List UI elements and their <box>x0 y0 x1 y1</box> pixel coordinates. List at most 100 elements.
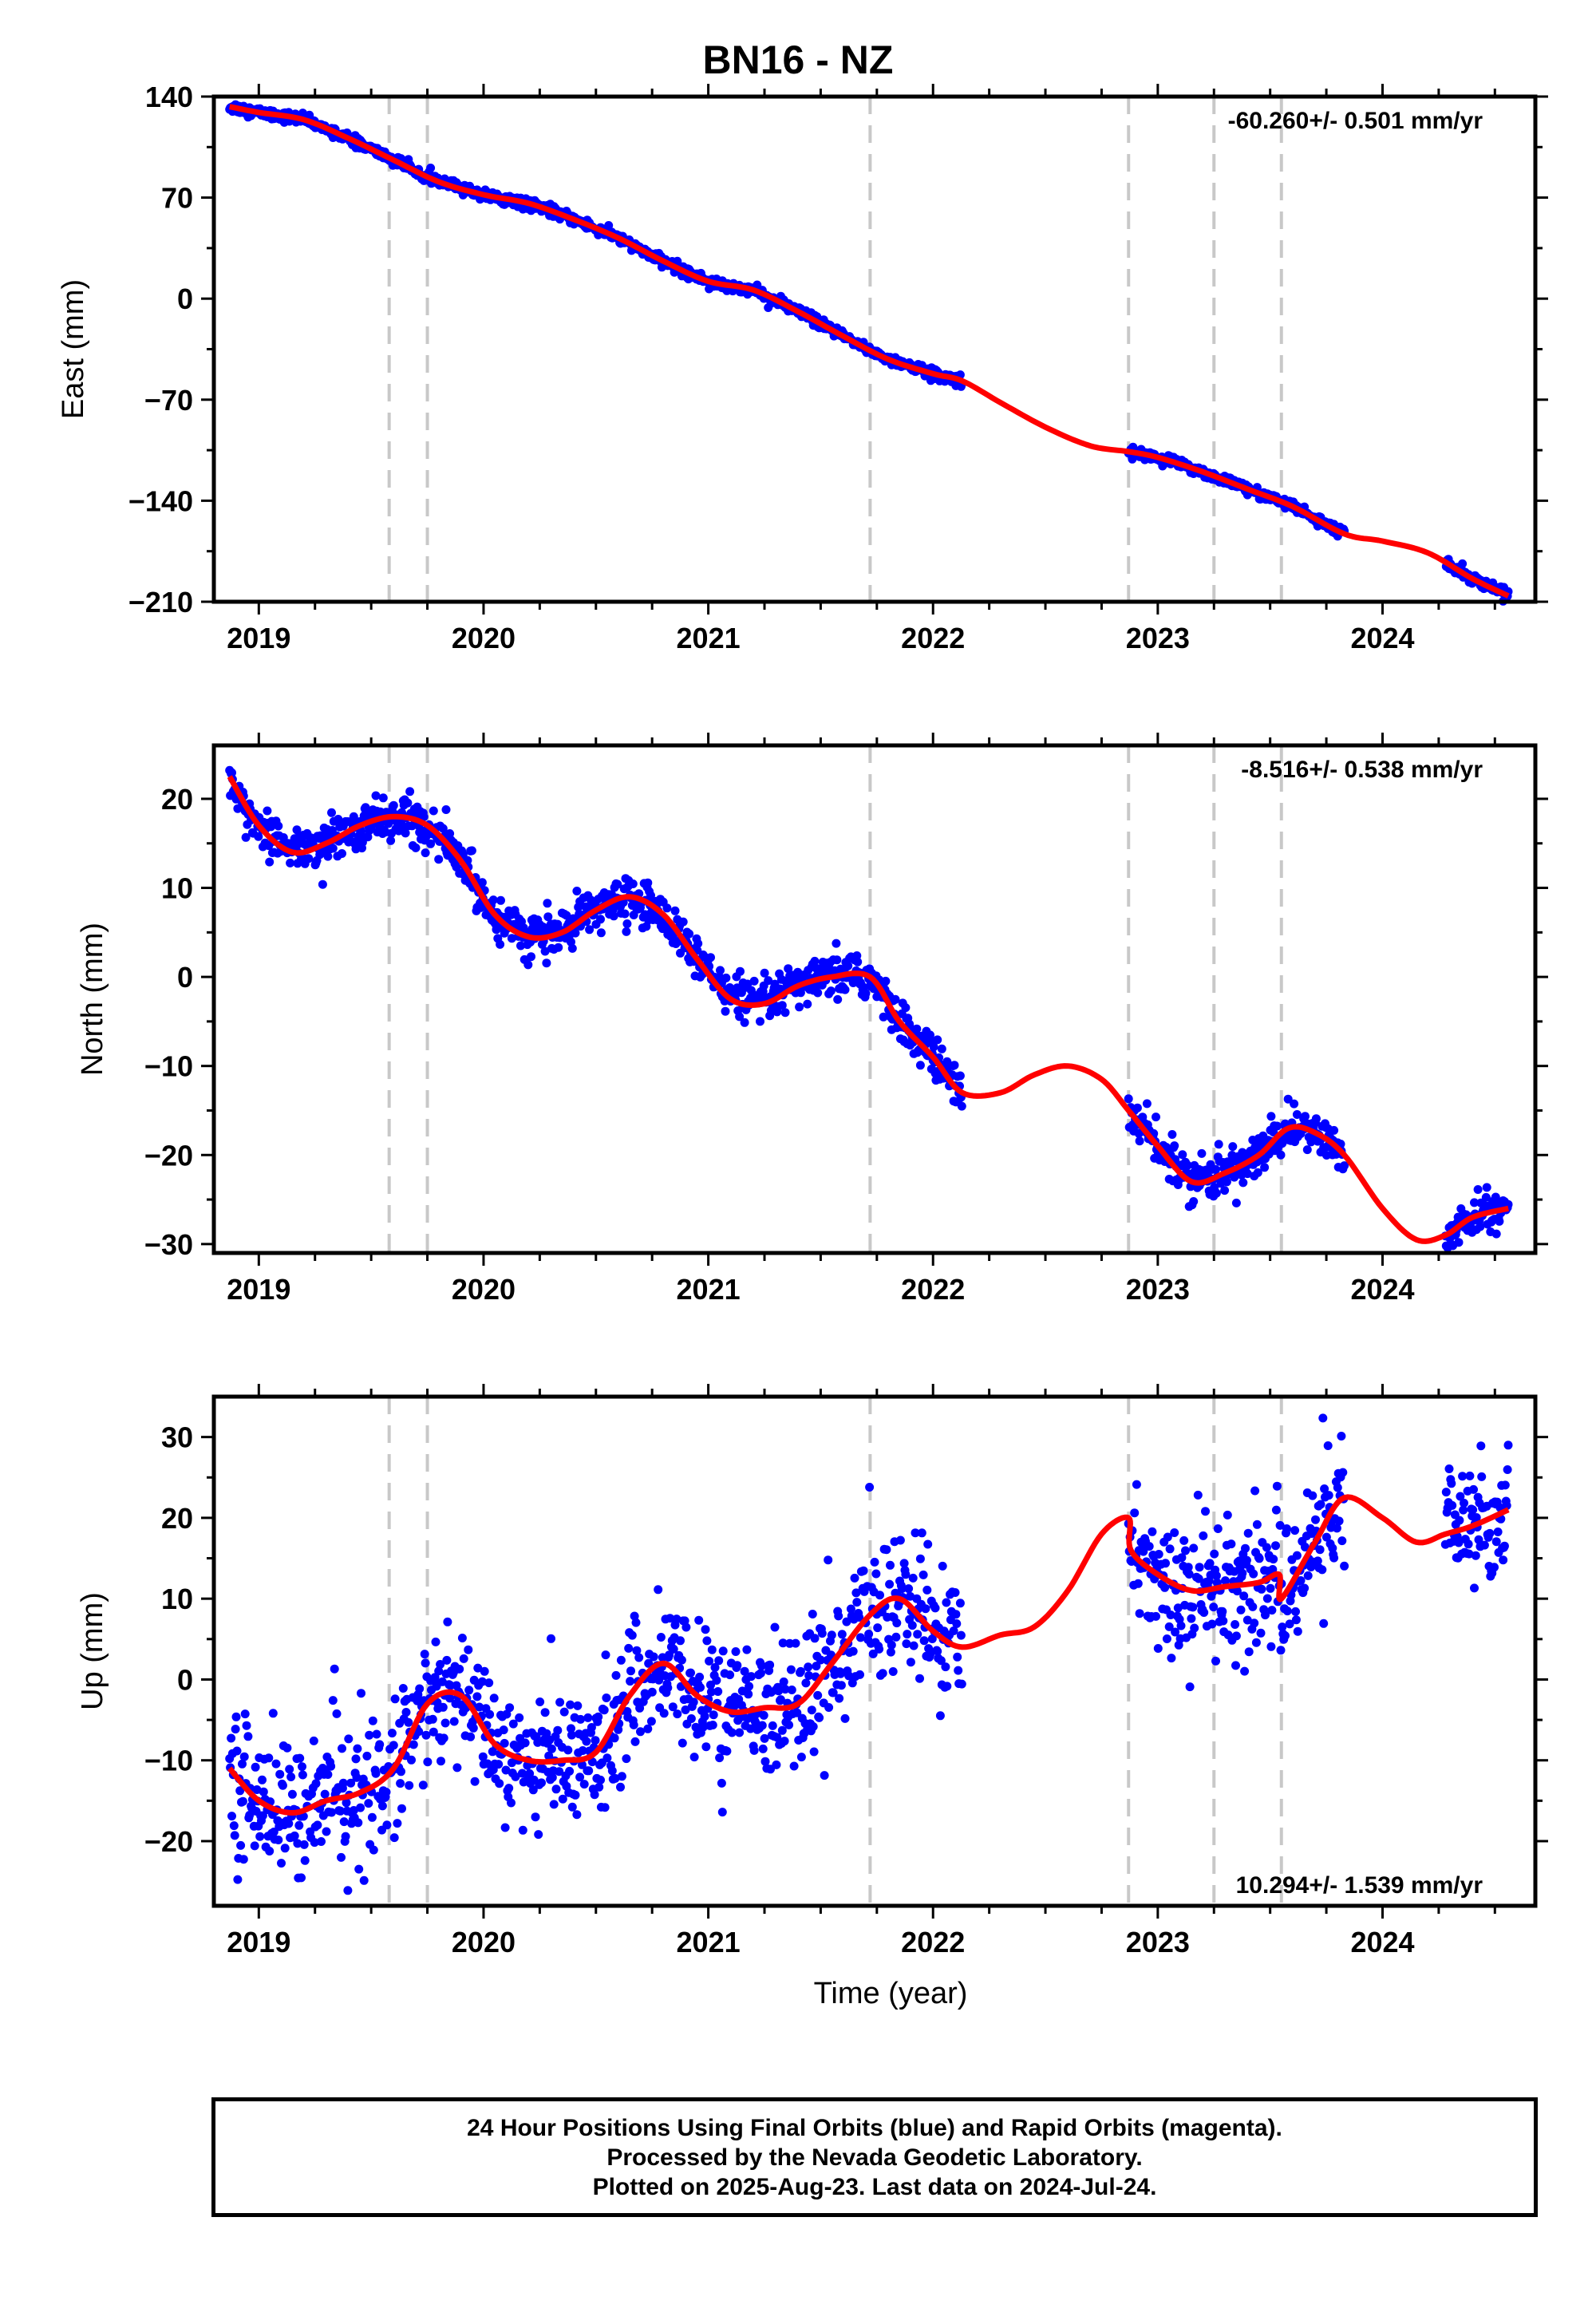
up-data-point <box>757 1721 767 1730</box>
north-data-point <box>1211 1164 1220 1174</box>
up-data-point <box>1244 1647 1254 1657</box>
north-data-point <box>756 1017 764 1026</box>
up-data-point <box>494 1760 504 1769</box>
up-data-point <box>309 1736 318 1745</box>
north-data-point <box>1189 1197 1199 1206</box>
up-data-point <box>617 1772 626 1781</box>
north-data-point <box>1238 1178 1248 1188</box>
north-data-point <box>795 1002 804 1012</box>
north-data-point <box>716 966 725 975</box>
north-data-point <box>826 986 836 996</box>
up-data-point <box>1470 1583 1479 1593</box>
north-data-point <box>441 805 451 814</box>
up-data-point <box>1499 1541 1509 1551</box>
north-data-point <box>912 1024 922 1034</box>
up-data-point <box>338 1744 346 1753</box>
north-y-tick-label: −10 <box>144 1050 193 1083</box>
up-data-point <box>759 1710 768 1720</box>
up-data-point <box>957 1679 966 1689</box>
up-data-point <box>594 1712 603 1721</box>
up-data-point <box>349 1806 358 1815</box>
up-data-point <box>1266 1642 1276 1651</box>
up-data-point <box>274 1836 283 1844</box>
up-data-point <box>1282 1607 1292 1616</box>
north-data-point <box>371 791 381 800</box>
up-data-point <box>600 1803 610 1812</box>
up-data-point <box>1324 1491 1333 1500</box>
up-data-point <box>626 1666 635 1676</box>
north-data-point <box>254 832 263 841</box>
up-data-point <box>1477 1472 1487 1481</box>
up-data-point <box>389 1741 398 1750</box>
up-data-point <box>1241 1543 1250 1553</box>
up-data-point <box>1254 1554 1264 1563</box>
up-data-point <box>824 1703 834 1712</box>
up-data-point <box>1262 1543 1271 1552</box>
up-data-point <box>298 1762 306 1772</box>
north-data-point <box>891 994 900 1004</box>
up-data-point <box>824 1555 833 1565</box>
east-y-tick-label: −210 <box>128 586 193 619</box>
up-data-point <box>627 1630 637 1640</box>
east-rate-label: -60.260+/- 0.501 mm/yr <box>1228 108 1483 134</box>
up-data-point <box>1493 1528 1503 1536</box>
up-data-point <box>895 1535 905 1545</box>
up-data-point <box>654 1585 663 1595</box>
up-data-point <box>791 1638 800 1648</box>
north-data-point <box>1276 1150 1286 1160</box>
north-data-point <box>286 858 295 868</box>
up-data-point <box>1503 1465 1512 1474</box>
up-data-point <box>731 1647 741 1656</box>
up-data-point <box>891 1632 901 1642</box>
up-data-point <box>1276 1646 1286 1655</box>
up-data-point <box>1441 1488 1451 1497</box>
up-data-point <box>712 1676 721 1685</box>
up-data-point <box>714 1656 724 1666</box>
up-data-point <box>718 1646 728 1656</box>
north-data-point <box>957 1101 966 1111</box>
up-data-point <box>356 1803 365 1812</box>
east-x-tick-label: 2023 <box>1126 622 1190 654</box>
up-y-tick-label: 20 <box>161 1502 193 1535</box>
up-y-tick-label: −10 <box>144 1745 193 1777</box>
north-data-point <box>1473 1185 1483 1194</box>
up-data-point <box>1231 1631 1241 1641</box>
up-x-tick-label: 2024 <box>1350 1926 1414 1958</box>
up-data-point <box>277 1859 286 1868</box>
up-data-point <box>634 1653 644 1662</box>
up-data-point <box>590 1790 599 1800</box>
north-data-point <box>488 895 498 905</box>
up-data-point <box>686 1714 696 1723</box>
up-data-point <box>708 1721 717 1729</box>
up-data-point <box>855 1633 865 1642</box>
up-data-point <box>607 1766 617 1776</box>
north-data-point <box>749 976 759 986</box>
up-data-point <box>393 1819 402 1828</box>
north-data-point <box>1302 1145 1312 1155</box>
up-data-point <box>238 1796 247 1806</box>
up-data-point <box>239 1855 248 1864</box>
up-data-point <box>484 1678 494 1688</box>
up-data-point <box>339 1817 349 1827</box>
up-data-point <box>1500 1480 1510 1490</box>
north-data-point <box>318 879 327 889</box>
up-data-point <box>468 1723 478 1733</box>
up-data-point <box>870 1557 879 1567</box>
up-data-point <box>892 1618 902 1628</box>
up-data-point <box>449 1717 459 1726</box>
up-data-point <box>875 1644 884 1654</box>
north-data-point <box>540 947 550 956</box>
north-data-point <box>292 825 302 835</box>
up-data-point <box>567 1730 576 1740</box>
up-data-point <box>251 1762 260 1772</box>
up-data-point <box>1251 1638 1261 1647</box>
up-data-point <box>596 1775 605 1784</box>
up-data-point <box>582 1737 591 1746</box>
up-data-point <box>837 1630 847 1639</box>
north-data-point <box>1197 1148 1207 1158</box>
up-data-point <box>357 1689 365 1698</box>
up-data-point <box>804 1662 813 1672</box>
up-data-point <box>1318 1413 1328 1423</box>
up-data-point <box>1161 1559 1170 1568</box>
